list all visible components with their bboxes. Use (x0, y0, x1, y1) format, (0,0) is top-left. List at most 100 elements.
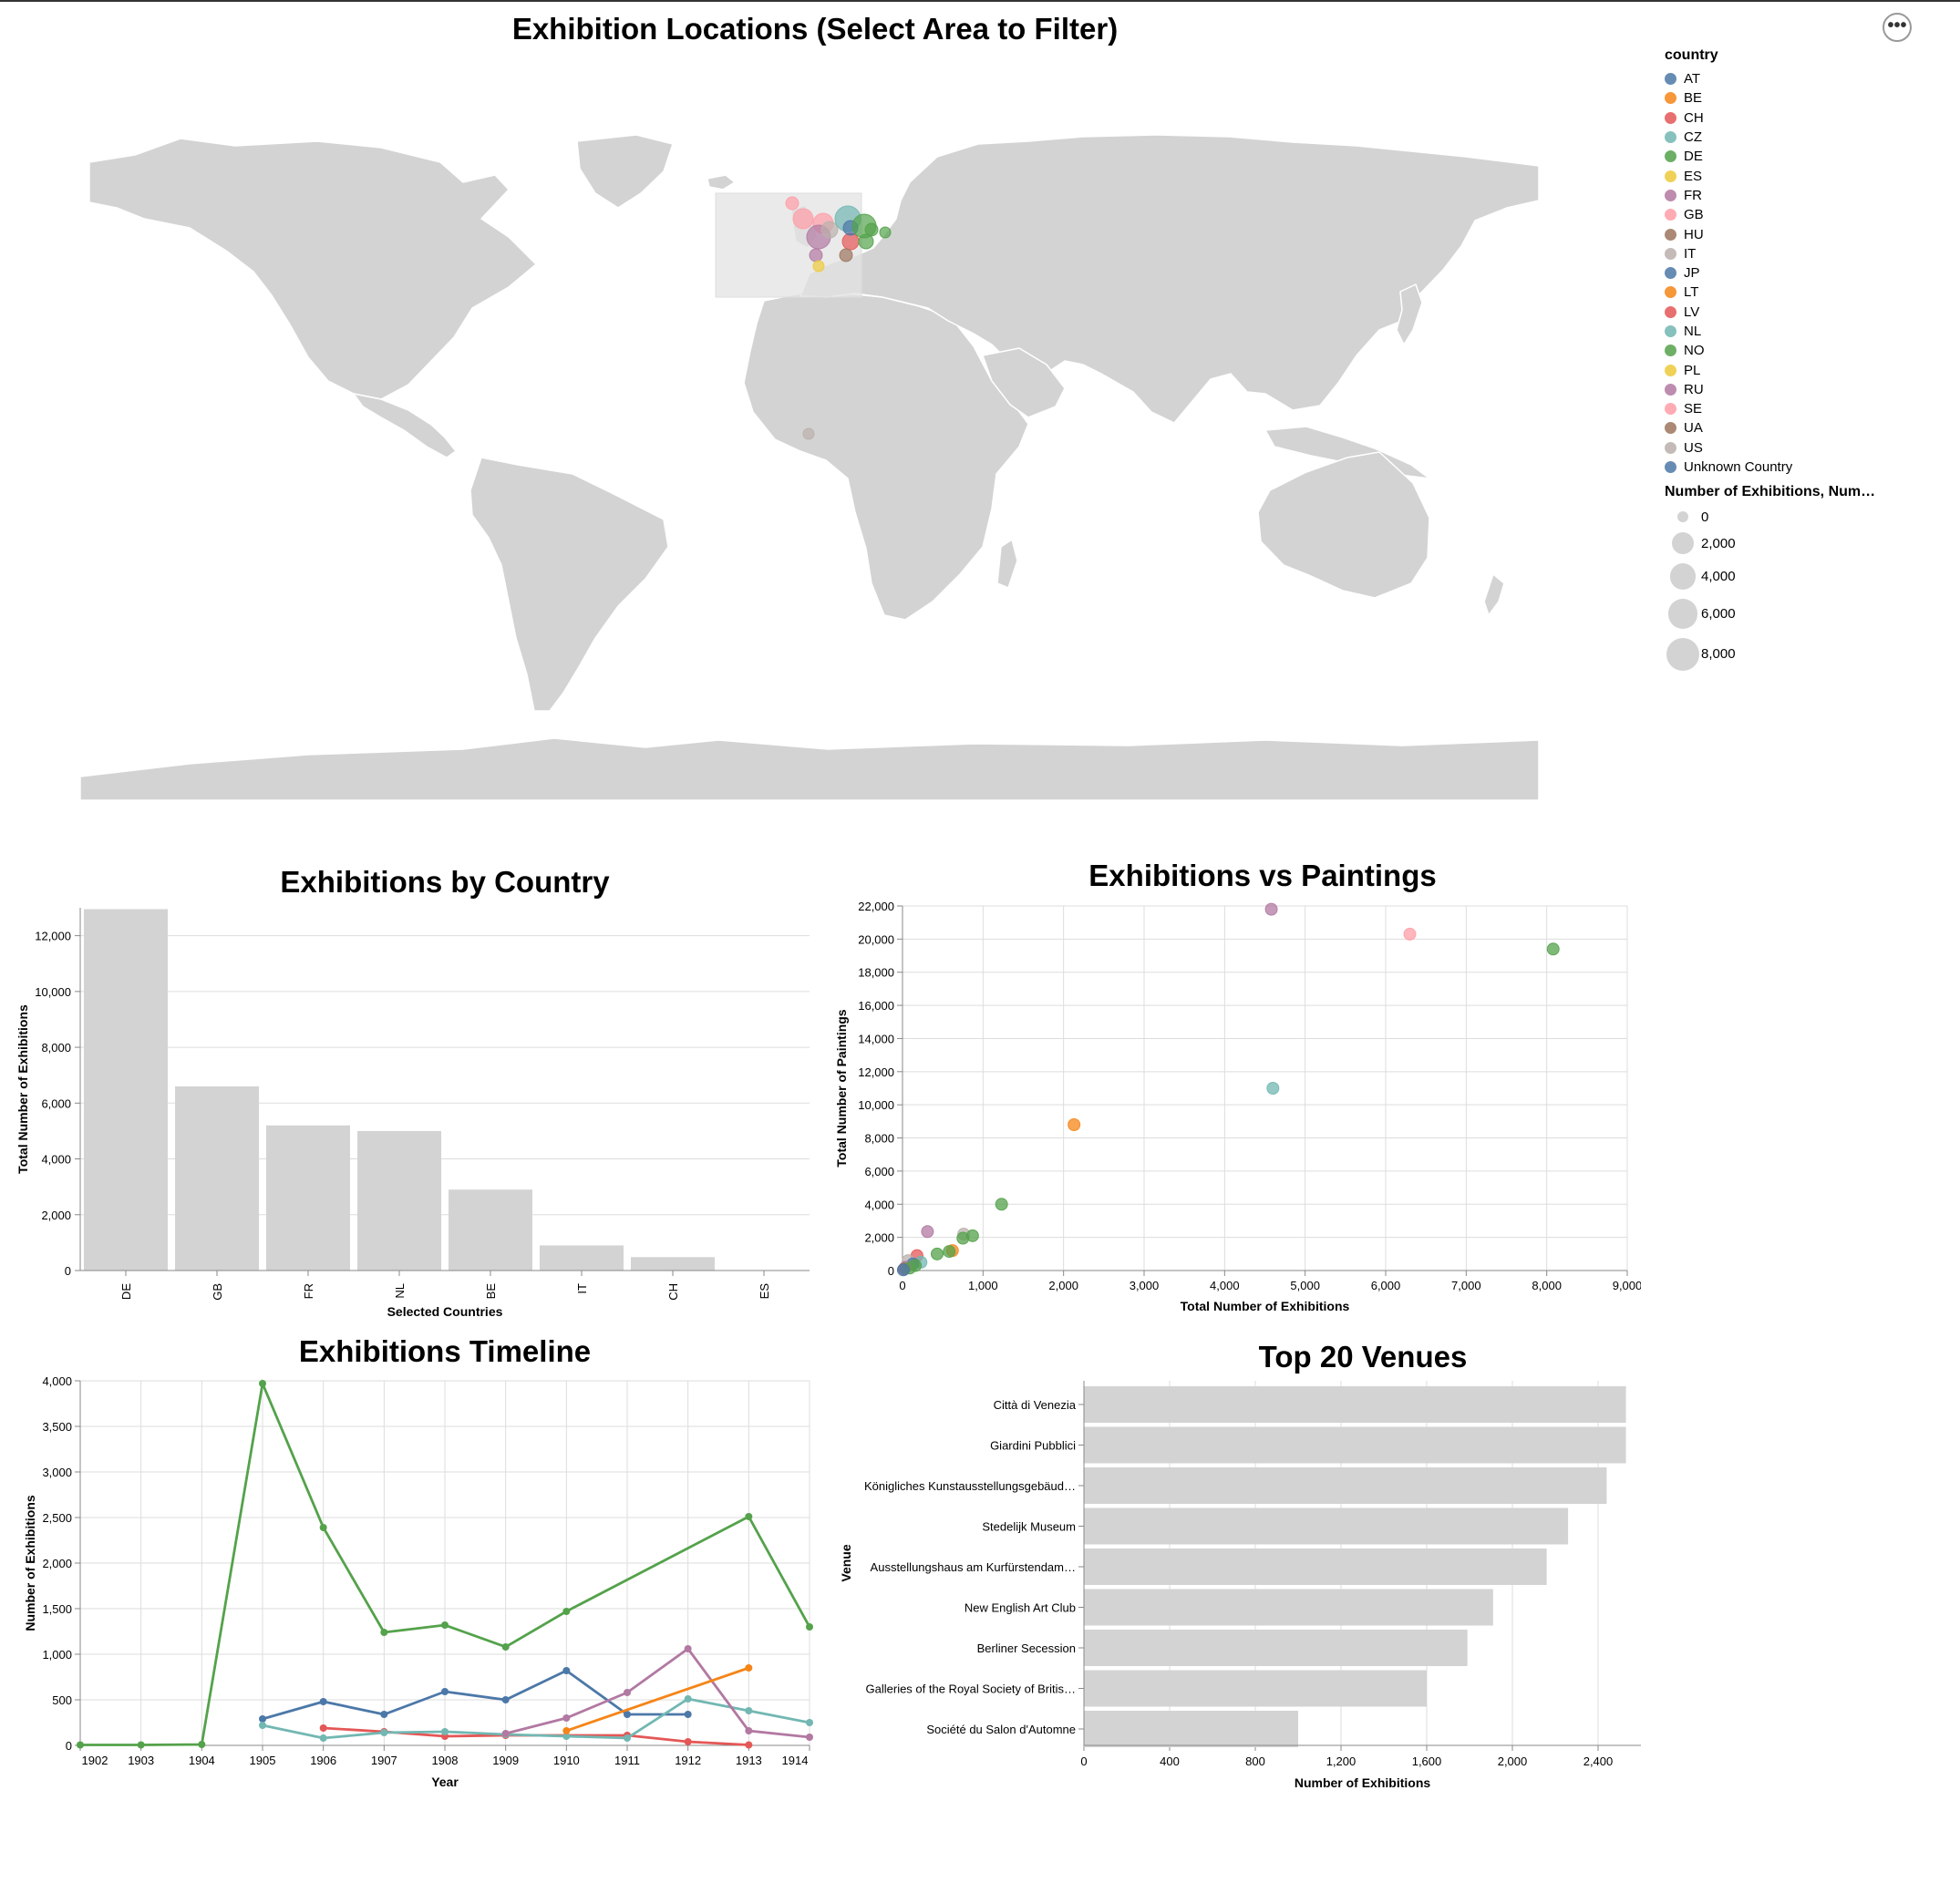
tick-label-x: 0 (899, 1279, 905, 1292)
legend-entry-no[interactable]: NO (1665, 341, 1938, 360)
legend-label: RU (1684, 381, 1704, 397)
legend-label: GB (1684, 207, 1704, 223)
tick-label-y: 3,000 (42, 1466, 72, 1479)
legend-size-entry: 2,000 (1665, 528, 1938, 559)
legend-entry-gb[interactable]: GB (1665, 205, 1938, 224)
tick-label-x: DE (119, 1283, 133, 1300)
legend-label: JP (1684, 265, 1700, 282)
legend-entry-se[interactable]: SE (1665, 399, 1938, 418)
axis-title-x: Number of Exhibitions (1295, 1775, 1431, 1790)
legend-entry-unknown-country[interactable]: Unknown Country (1665, 458, 1938, 477)
legend-entry-us[interactable]: US (1665, 438, 1938, 458)
legend-size-swatch-wrap (1665, 563, 1701, 591)
tick-label-y: Città di Venezia (994, 1398, 1077, 1412)
timeline-point (501, 1643, 510, 1651)
tick-label-x: 2,400 (1583, 1754, 1614, 1768)
legend-swatch (1665, 228, 1676, 241)
legend-entry-lt[interactable]: LT (1665, 283, 1938, 302)
legend-label: HU (1684, 226, 1704, 242)
timeline-point (441, 1688, 449, 1695)
tick-label-y: Stedelijk Museum (982, 1520, 1076, 1534)
world-map[interactable] (80, 91, 1539, 802)
tick-label-x: 7,000 (1451, 1279, 1481, 1292)
legend-entry-hu[interactable]: HU (1665, 224, 1938, 243)
legend-entry-lv[interactable]: LV (1665, 303, 1938, 322)
legend-entry-de[interactable]: DE (1665, 147, 1938, 166)
tick-label-x: 2,000 (1048, 1279, 1078, 1292)
legend-size-swatch (1677, 511, 1688, 523)
more-options-button[interactable]: ••• (1883, 13, 1912, 42)
legend-entry-cz[interactable]: CZ (1665, 128, 1938, 147)
tick-label-y: 2,500 (42, 1511, 72, 1525)
legend-size-label: 4,000 (1701, 569, 1736, 585)
tick-label-y: 8,000 (864, 1132, 894, 1146)
tick-label-y: 0 (66, 1739, 72, 1753)
legend-entry-it[interactable]: IT (1665, 244, 1938, 263)
legend-swatch (1665, 189, 1676, 201)
legend-entry-nl[interactable]: NL (1665, 322, 1938, 341)
legend-label: ES (1684, 168, 1703, 184)
legend-entry-jp[interactable]: JP (1665, 263, 1938, 283)
tick-label-y: Société du Salon d'Automne (926, 1723, 1076, 1736)
tick-label-y: Ausstellungshaus am Kurfürstendam… (871, 1560, 1076, 1574)
venue-bar (1084, 1386, 1626, 1423)
tick-label-y: 2,000 (864, 1231, 894, 1245)
timeline-point (259, 1380, 266, 1387)
land-greenland (576, 134, 674, 209)
tick-label-x: FR (302, 1283, 315, 1299)
legend-entry-ua[interactable]: UA (1665, 418, 1938, 437)
map-selection-brush[interactable] (715, 192, 862, 298)
timeline-point (562, 1608, 571, 1615)
venues-chart: 0 400 800 1,200 1,600 2,000 2,400 Città di Vene… (839, 1381, 1641, 1790)
legend-label: CZ (1684, 129, 1702, 146)
bar-nl (357, 1130, 441, 1271)
axis-title-y: Total Number of Exhibitions (15, 1004, 30, 1174)
axis-title-y: Venue (839, 1544, 853, 1581)
tick-label-y: 3,500 (42, 1420, 72, 1434)
tick-label-y: 14,000 (858, 1032, 894, 1045)
scatter-point (1266, 1082, 1280, 1095)
legend-entry-ru[interactable]: RU (1665, 380, 1938, 399)
legend-entry-be[interactable]: BE (1665, 88, 1938, 108)
tick-label-x: 1902 (82, 1754, 108, 1767)
land-iceland (707, 174, 736, 190)
map-point (820, 221, 839, 239)
land-arabia (982, 347, 1066, 418)
legend-entry-es[interactable]: ES (1665, 166, 1938, 185)
timeline-series-line (262, 1697, 810, 1740)
legend-entry-fr[interactable]: FR (1665, 186, 1938, 205)
tick-label-y: Galleries of the Royal Society of Britis… (866, 1682, 1076, 1696)
legend-size-swatch-wrap (1665, 532, 1701, 555)
timeline-point (198, 1741, 206, 1748)
land-central-america (353, 393, 457, 458)
legend-size-swatch (1672, 532, 1694, 555)
tick-label-y: 18,000 (858, 966, 894, 980)
land-north-america (88, 138, 537, 400)
timeline-point (806, 1734, 813, 1741)
legend-entry-pl[interactable]: PL (1665, 360, 1938, 379)
legend-entry-ch[interactable]: CH (1665, 108, 1938, 128)
land-antarctica (80, 737, 1539, 801)
map-legend: country AT BE CH CZ DE ES FR GB HU IT JP LT LV NL NO PL… (1665, 47, 1938, 675)
timeline-point (501, 1696, 510, 1703)
map-point (839, 248, 853, 262)
tick-label-x: 1904 (189, 1754, 215, 1767)
scatter-point (1403, 927, 1417, 941)
timeline-point (380, 1629, 388, 1636)
timeline-series-line (565, 1666, 749, 1733)
axis-title-x: Year (431, 1775, 459, 1789)
scatter-chart: 0 2,000 4,000 6,000 8,000 10,000 12,000 14,000 1… (834, 900, 1641, 1312)
legend-swatch (1665, 209, 1676, 221)
venue-bar (1084, 1549, 1547, 1585)
timeline-point (319, 1524, 327, 1531)
legend-size-swatch-wrap (1665, 599, 1701, 629)
scatter-point (921, 1225, 934, 1239)
legend-swatch (1665, 150, 1676, 163)
legend-color-entries: AT BE CH CZ DE ES FR GB HU IT JP LT LV NL NO PL RU SE UA US… (1665, 69, 1938, 477)
legend-entry-at[interactable]: AT (1665, 69, 1938, 88)
tick-label-x: 8,000 (1532, 1279, 1562, 1292)
tick-label-y: 1,500 (42, 1602, 72, 1616)
timeline-point (745, 1707, 753, 1714)
tick-label-x: 1906 (310, 1754, 336, 1767)
legend-label: AT (1684, 71, 1701, 87)
